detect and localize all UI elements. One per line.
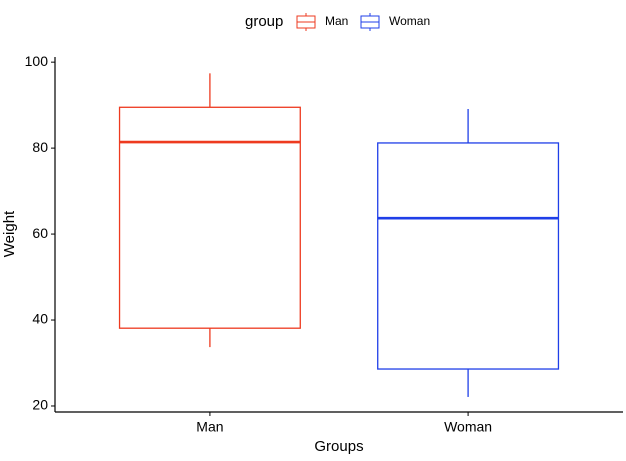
box [118, 106, 301, 329]
x-tick-label: Man [196, 419, 223, 435]
y-tick-label: 20 [32, 397, 48, 413]
y-tick-label: 40 [32, 311, 48, 327]
legend-label: Woman [389, 14, 430, 28]
y-axis-title: Weight [1, 210, 18, 257]
x-axis-title: Groups [314, 438, 363, 455]
legend-label: Man [325, 14, 348, 28]
x-tick-label: Woman [444, 419, 492, 435]
legend-title: group [245, 13, 283, 30]
box [377, 142, 560, 370]
y-tick-label: 60 [32, 225, 48, 241]
y-tick-label: 100 [25, 53, 49, 69]
y-tick-label: 80 [32, 139, 48, 155]
